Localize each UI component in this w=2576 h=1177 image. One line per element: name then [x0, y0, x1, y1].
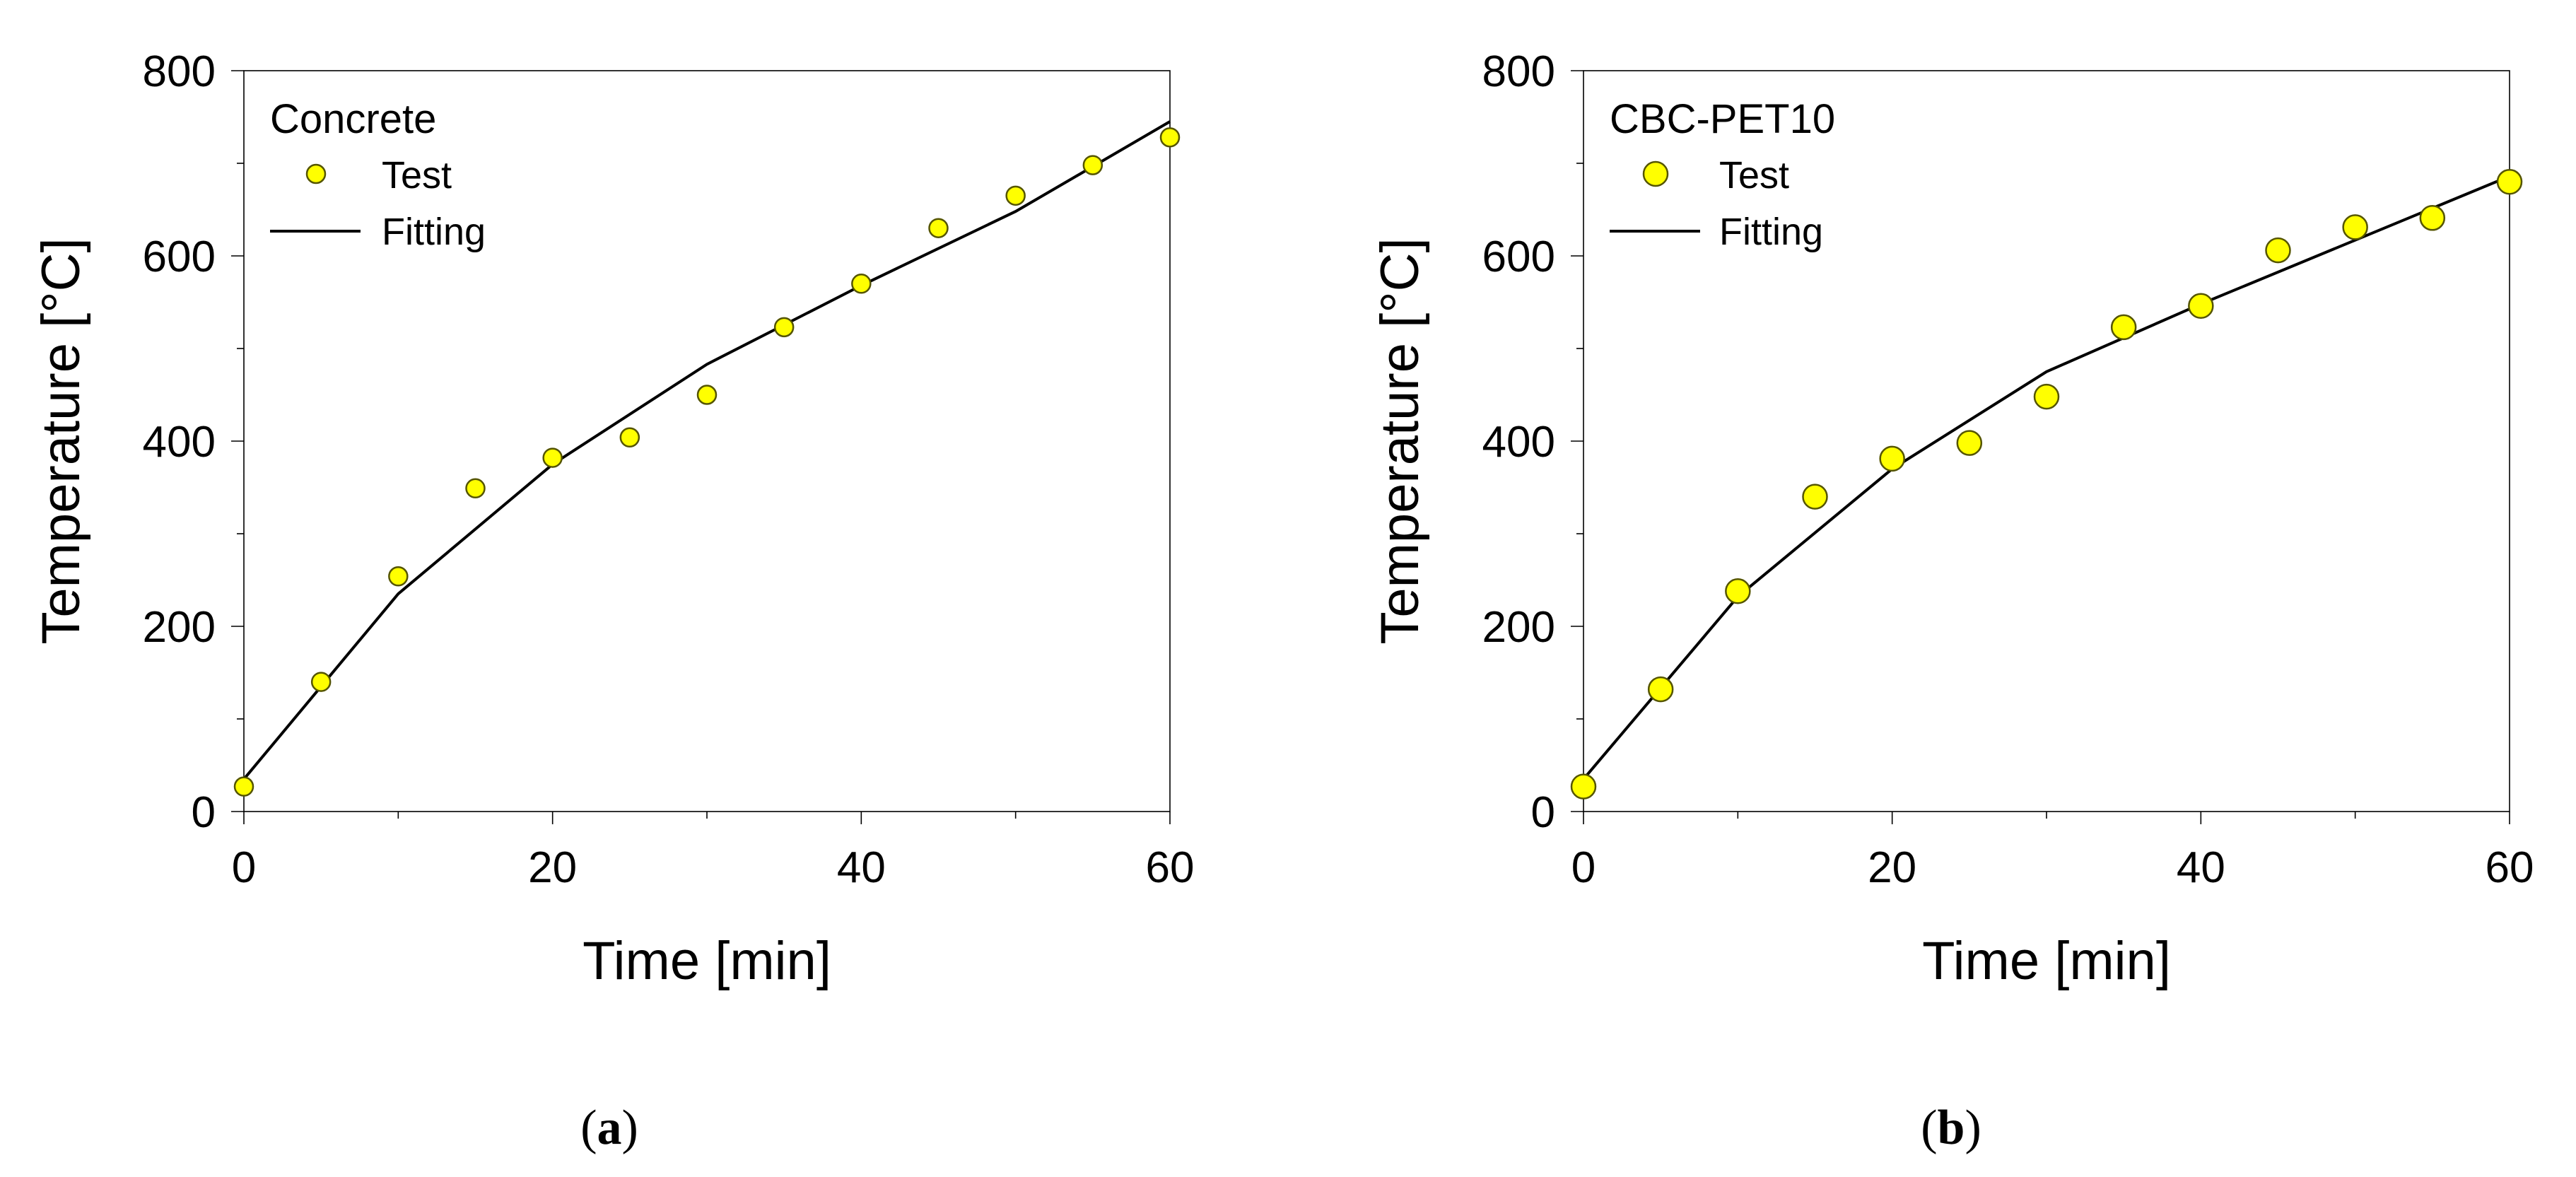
test-markers: [233, 127, 1181, 797]
test-point: [542, 447, 563, 468]
test-point: [851, 274, 872, 294]
legend-test-label: Test: [382, 154, 452, 197]
axis-ticks: [231, 70, 1171, 824]
test-point: [773, 317, 795, 338]
caption-close-paren: ): [622, 1101, 638, 1155]
test-point: [1159, 127, 1181, 148]
test-point: [2188, 293, 2214, 319]
test-point: [1005, 185, 1026, 206]
legend-test-label: Test: [1719, 154, 1789, 197]
test-markers: [1570, 168, 2523, 800]
test-point: [1647, 676, 1674, 703]
legend: Concrete Test Fitting: [270, 96, 486, 253]
fitting-line: [242, 120, 1171, 780]
x-tick-labels: 0 20 40 60: [1571, 843, 2534, 892]
fitting-line: [1582, 175, 2510, 780]
y-tick-label: 400: [1482, 418, 1555, 467]
legend-test-marker: [305, 163, 327, 185]
caption-letter: b: [1938, 1101, 1965, 1155]
test-point: [928, 218, 949, 238]
y-tick-labels: 0 200 400 600 800: [143, 47, 216, 837]
y-tick-label: 0: [1531, 788, 1555, 837]
y-tick-label: 800: [1482, 47, 1555, 96]
test-point: [1879, 445, 1905, 472]
y-tick-label: 400: [143, 418, 216, 467]
test-point: [2496, 168, 2523, 195]
y-axis-label: Temperature [°C]: [31, 238, 91, 644]
legend-title: Concrete: [270, 96, 436, 142]
test-point: [696, 385, 718, 405]
test-point: [310, 672, 332, 692]
panel-caption: (a): [580, 1101, 638, 1155]
y-tick-label: 600: [143, 233, 216, 281]
test-point: [2033, 383, 2060, 410]
caption-close-paren: ): [1965, 1101, 1981, 1155]
legend-test-marker: [1642, 160, 1669, 187]
y-tick-label: 200: [1482, 603, 1555, 652]
x-axis-label: Time [min]: [1922, 931, 2171, 991]
caption-letter: a: [597, 1101, 622, 1155]
legend-title: CBC-PET10: [1610, 96, 1835, 142]
y-tick-label: 0: [192, 788, 216, 837]
test-point: [2265, 237, 2291, 264]
x-tick-label: 40: [837, 843, 886, 892]
test-point: [1802, 484, 1828, 510]
test-point: [2110, 314, 2137, 341]
caption-open-paren: (: [1921, 1101, 1937, 1155]
x-tick-labels: 0 20 40 60: [232, 843, 1195, 892]
x-tick-label: 20: [1868, 843, 1916, 892]
x-tick-label: 20: [528, 843, 577, 892]
test-point: [465, 478, 486, 499]
x-tick-label: 60: [1146, 843, 1195, 892]
y-tick-labels: 0 200 400 600 800: [1482, 47, 1555, 837]
test-point: [2419, 205, 2446, 231]
x-tick-label: 60: [2486, 843, 2534, 892]
test-point: [619, 427, 640, 448]
test-point: [233, 776, 254, 797]
test-point: [1956, 430, 1983, 456]
panel-a: 0 20 40 60 0 200 400 600 800 Time [min] Tempera…: [31, 47, 1194, 1155]
test-point: [1082, 155, 1103, 175]
test-point: [1570, 773, 1597, 800]
y-tick-label: 800: [143, 47, 216, 96]
y-axis-label: Temperature [°C]: [1370, 238, 1430, 644]
y-tick-label: 600: [1482, 233, 1555, 281]
test-point: [388, 566, 409, 587]
caption-open-paren: (: [580, 1101, 597, 1155]
x-axis-label: Time [min]: [582, 931, 831, 991]
test-point: [2342, 214, 2368, 240]
axis-ticks: [1571, 70, 2510, 824]
x-tick-label: 40: [2177, 843, 2225, 892]
legend: CBC-PET10 Test Fitting: [1610, 96, 1835, 253]
legend-fitting-label: Fitting: [1719, 211, 1823, 253]
x-tick-label: 0: [232, 843, 256, 892]
test-point: [1725, 578, 1751, 604]
y-tick-label: 200: [143, 603, 216, 652]
panel-caption: (b): [1921, 1101, 1981, 1155]
panel-b: 0 20 40 60 0 200 400 600 800 Time [min] Tempera…: [1370, 47, 2534, 1155]
x-tick-label: 0: [1571, 843, 1596, 892]
legend-fitting-label: Fitting: [382, 211, 486, 253]
